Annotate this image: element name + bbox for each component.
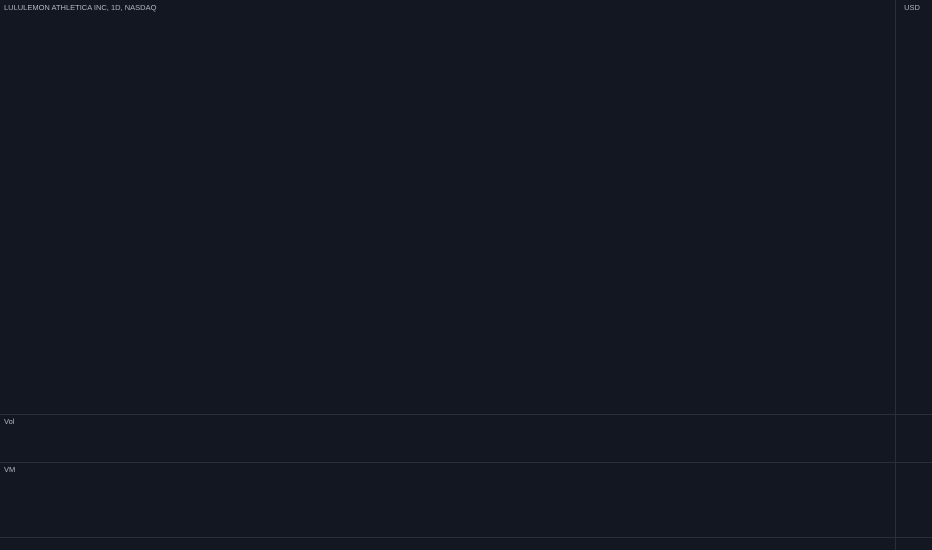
currency: USD [904, 3, 920, 12]
volume-title: Vol [4, 417, 15, 426]
vm-title: VM [4, 465, 15, 474]
chart-title: LULULEMON ATHLETICA INC, 1D, NASDAQ [4, 3, 157, 12]
